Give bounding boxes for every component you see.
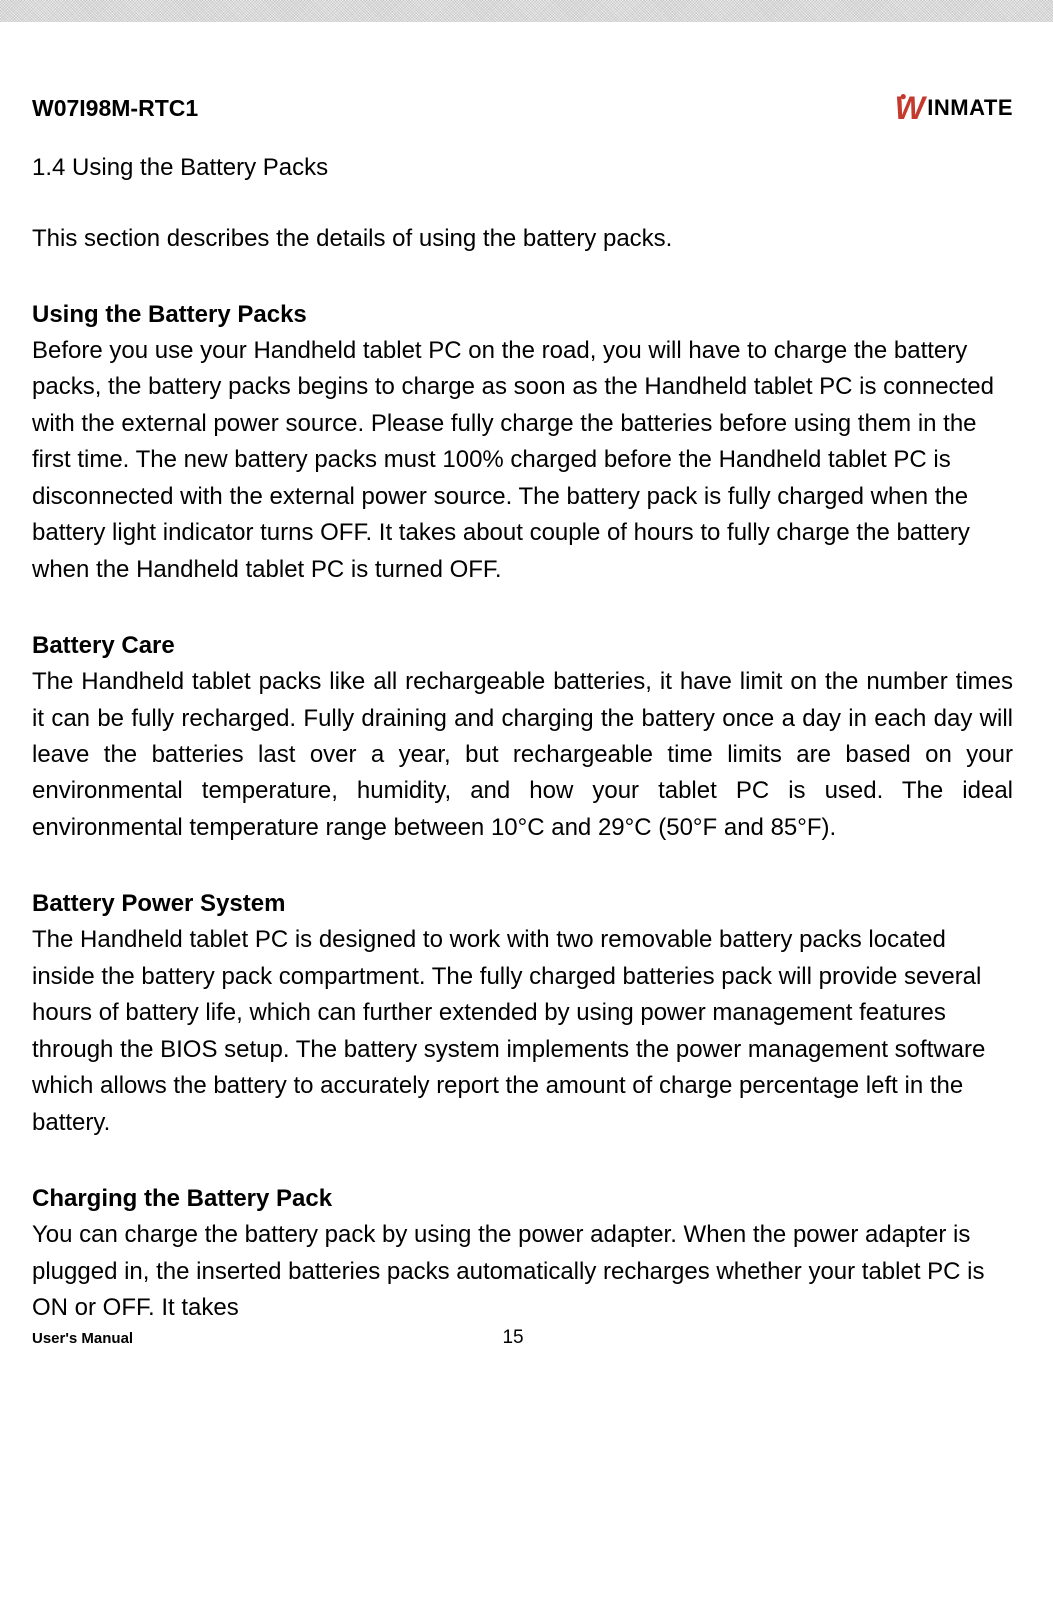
page-content: W07I98M-RTC1 WINMATE 1.4 Using the Batte… xyxy=(0,22,1053,1327)
section-title: Battery Power System xyxy=(32,886,1013,922)
section-body: The Handheld tablet PC is designed to wo… xyxy=(32,922,1013,1141)
model-number: W07I98M-RTC1 xyxy=(32,95,198,122)
section-title: Charging the Battery Pack xyxy=(32,1181,1013,1217)
section-using-battery: Using the Battery Packs Before you use y… xyxy=(32,297,1013,588)
footer-page-number: 15 xyxy=(13,1327,1013,1349)
section-body: The Handheld tablet packs like all recha… xyxy=(32,664,1013,846)
section-title: Battery Care xyxy=(32,628,1013,664)
page-header: W07I98M-RTC1 WINMATE xyxy=(32,92,1013,124)
top-noise-band xyxy=(0,0,1053,22)
section-charging-battery: Charging the Battery Pack You can charge… xyxy=(32,1181,1013,1326)
brand-logo: WINMATE xyxy=(895,92,1013,124)
section-heading: 1.4 Using the Battery Packs xyxy=(32,154,1013,182)
logo-text: INMATE xyxy=(927,95,1013,121)
section-title: Using the Battery Packs xyxy=(32,297,1013,333)
section-battery-power-system: Battery Power System The Handheld tablet… xyxy=(32,886,1013,1141)
logo-w-mark: W xyxy=(895,92,926,124)
section-body: You can charge the battery pack by using… xyxy=(32,1217,1013,1326)
intro-paragraph: This section describes the details of us… xyxy=(32,222,1013,257)
section-body: Before you use your Handheld tablet PC o… xyxy=(32,333,1013,588)
section-battery-care: Battery Care The Handheld tablet packs l… xyxy=(32,628,1013,846)
page-footer: User's Manual 15 xyxy=(0,1327,1053,1349)
